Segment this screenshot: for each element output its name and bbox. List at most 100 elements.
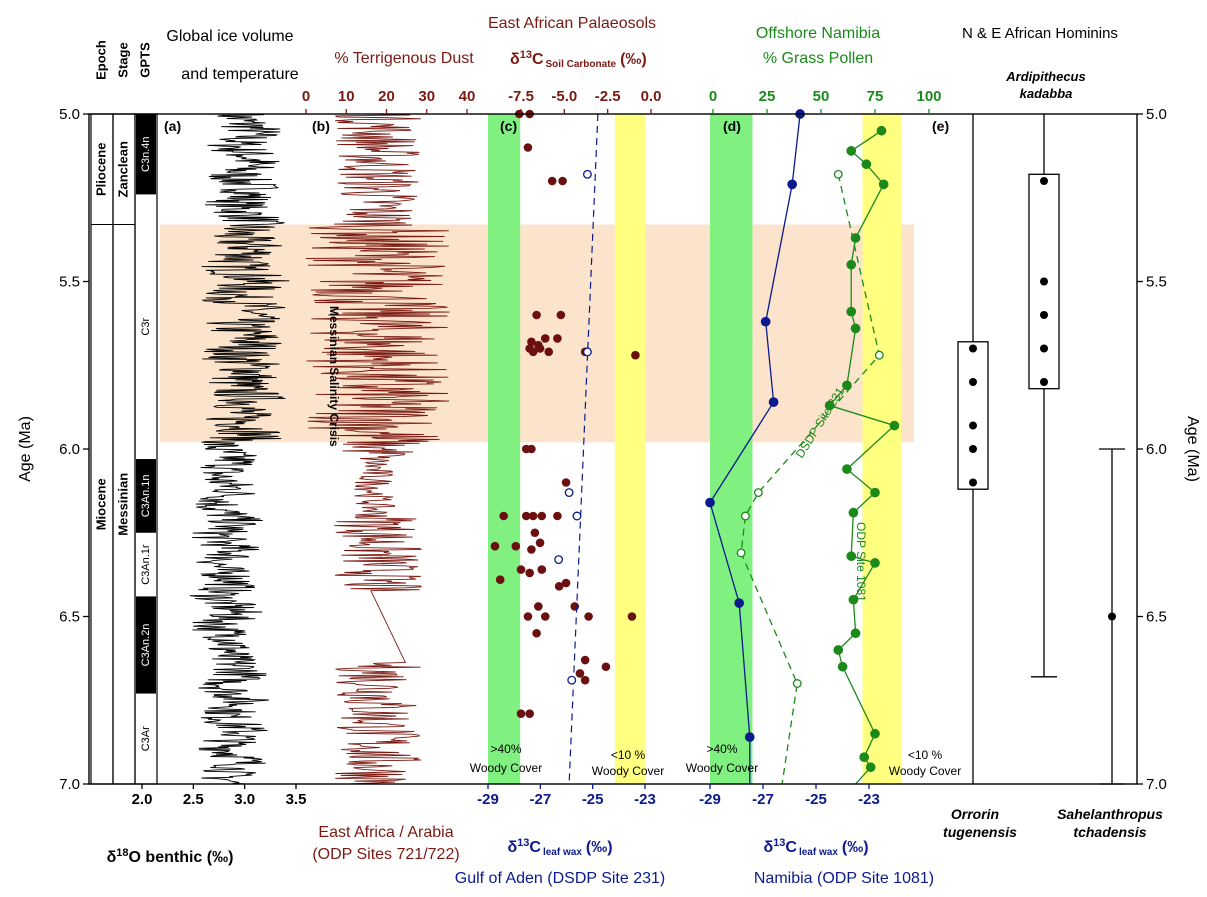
gpts-chron-label: C3An.1r <box>140 544 152 585</box>
series-point <box>736 548 746 558</box>
ardi-label-line2: kadabba <box>1020 86 1073 101</box>
epoch-column <box>90 113 114 785</box>
dust-axis-tick-label: 0 <box>302 88 310 105</box>
soil-carbonate-point <box>528 347 538 357</box>
series-line <box>709 113 801 784</box>
hominin-point <box>1040 378 1048 386</box>
woody40-gulf-line1: >40% <box>490 742 521 756</box>
series-point <box>744 732 755 742</box>
series-point <box>846 146 857 156</box>
series-point <box>837 661 848 672</box>
ice-title-line2: and temperature <box>181 66 299 83</box>
series-point <box>861 159 872 170</box>
y-tick-label-left: 7.0 <box>59 776 80 793</box>
msc-label: Messinian Salinity Crisis <box>327 306 341 447</box>
dust-bottom-line1: East Africa / Arabia <box>318 824 453 841</box>
odp-leader-line <box>829 404 895 427</box>
orrorin-label-line1: Orrorin <box>951 806 999 822</box>
woody10-namibia-line1: <10 % <box>908 748 943 762</box>
pollen-axis-tick-label: 25 <box>759 88 776 105</box>
series-point <box>878 179 889 190</box>
soil-carbonate-point <box>537 565 547 574</box>
leaf-axis-label-namibia: δ13C leaf wax (‰) <box>763 837 868 858</box>
series-point <box>833 169 843 179</box>
soil-carbonate-point <box>527 545 536 554</box>
series-point <box>846 259 857 270</box>
series-point <box>848 594 859 605</box>
dust-bottom-line2: (ODP Sites 721/722) <box>312 846 459 863</box>
hominin-point <box>969 378 977 386</box>
hominin-point <box>969 421 977 430</box>
soil-carbonate-point <box>516 709 526 718</box>
epoch-header: Epoch <box>93 40 108 80</box>
hominin-point <box>1040 311 1048 319</box>
hominin-point <box>1108 612 1116 621</box>
soil-carbonate-point <box>521 511 531 521</box>
hominin-point <box>1040 277 1048 286</box>
ardi-label-line1: Ardipithecus <box>1005 69 1085 84</box>
leaf-axis-label-gulf: δ13C leaf wax (‰) <box>507 837 612 858</box>
series-point <box>567 675 577 685</box>
dust-axis-tick-label: 10 <box>338 88 355 105</box>
soil-carbonate-point <box>530 528 540 538</box>
series-point <box>874 350 884 360</box>
woody40-namibia-line1: >40% <box>706 742 737 756</box>
series-point <box>787 179 798 190</box>
soil-carbonate-point <box>528 511 538 521</box>
soil-carbonate-point <box>553 511 562 521</box>
pollen-axis-tick-label: 75 <box>867 88 884 105</box>
series-point <box>572 511 582 521</box>
gulf-axis-tick-label: -25 <box>582 791 604 808</box>
hominin-point <box>969 478 977 487</box>
soil-carbonate-point <box>561 478 571 487</box>
dust-axis-tick-label: 40 <box>459 88 476 105</box>
y-tick-label-left: 6.0 <box>59 441 80 458</box>
soil-carbonate-point <box>575 669 585 678</box>
soil-carbonate-point <box>516 565 526 574</box>
series-point <box>865 762 876 773</box>
woody10-gulf-line1: <10 % <box>611 748 646 762</box>
hominin-box <box>957 341 989 490</box>
soil-carbonate-point <box>631 350 640 360</box>
gpts-chron-label: C3n.4n <box>140 136 152 171</box>
y-tick-label-right: 6.5 <box>1146 609 1167 626</box>
namibia-title-line2: % Grass Pollen <box>763 50 873 67</box>
sahel-label-line2: tchadensis <box>1073 824 1146 840</box>
soil-carbonate-point <box>527 337 536 347</box>
soil-carbonate-point <box>580 655 590 665</box>
stage-header: Stage <box>115 42 130 77</box>
soil-axis-label: δ13C Soil Carbonate (‰) <box>510 49 647 70</box>
series-point <box>850 628 861 639</box>
dust-line <box>305 113 450 785</box>
soil-carbonate-point <box>534 602 543 611</box>
soil-carbonate-point <box>561 578 571 588</box>
hominin-point <box>1040 344 1048 353</box>
hominin-point <box>969 445 977 453</box>
gpts-header: GPTS <box>137 42 152 78</box>
soil-carbonate-point <box>553 334 562 343</box>
series-point <box>564 488 574 497</box>
panel-d-label: (d) <box>723 118 741 134</box>
pollen-axis-tick-label: 50 <box>813 88 830 105</box>
soil-carbonate-point <box>535 538 545 548</box>
series-point <box>859 752 870 763</box>
namibia-label: Namibia (ODP Site 1081) <box>754 870 934 887</box>
series-point <box>768 397 779 407</box>
namibia-axis-tick-label: -27 <box>752 791 774 808</box>
d18o-curve <box>189 113 290 785</box>
series-point <box>792 679 802 688</box>
dust-curve <box>305 113 450 785</box>
pollen-axis-tick-label: 0 <box>709 88 717 105</box>
series-point <box>870 487 880 498</box>
gpts-chron-label: C3An.1n <box>140 474 152 517</box>
soil-axis-tick-label: -7.5 <box>508 88 534 105</box>
series-point <box>582 347 592 357</box>
gulf-axis-tick-label: -23 <box>634 791 656 808</box>
series-point <box>753 488 763 497</box>
soil-carbonate-point <box>499 511 508 521</box>
series-point <box>850 233 861 243</box>
soil-carbonate-point <box>523 612 533 621</box>
soil-carbonate-point <box>523 143 533 152</box>
panel-b-label: (b) <box>312 118 330 134</box>
